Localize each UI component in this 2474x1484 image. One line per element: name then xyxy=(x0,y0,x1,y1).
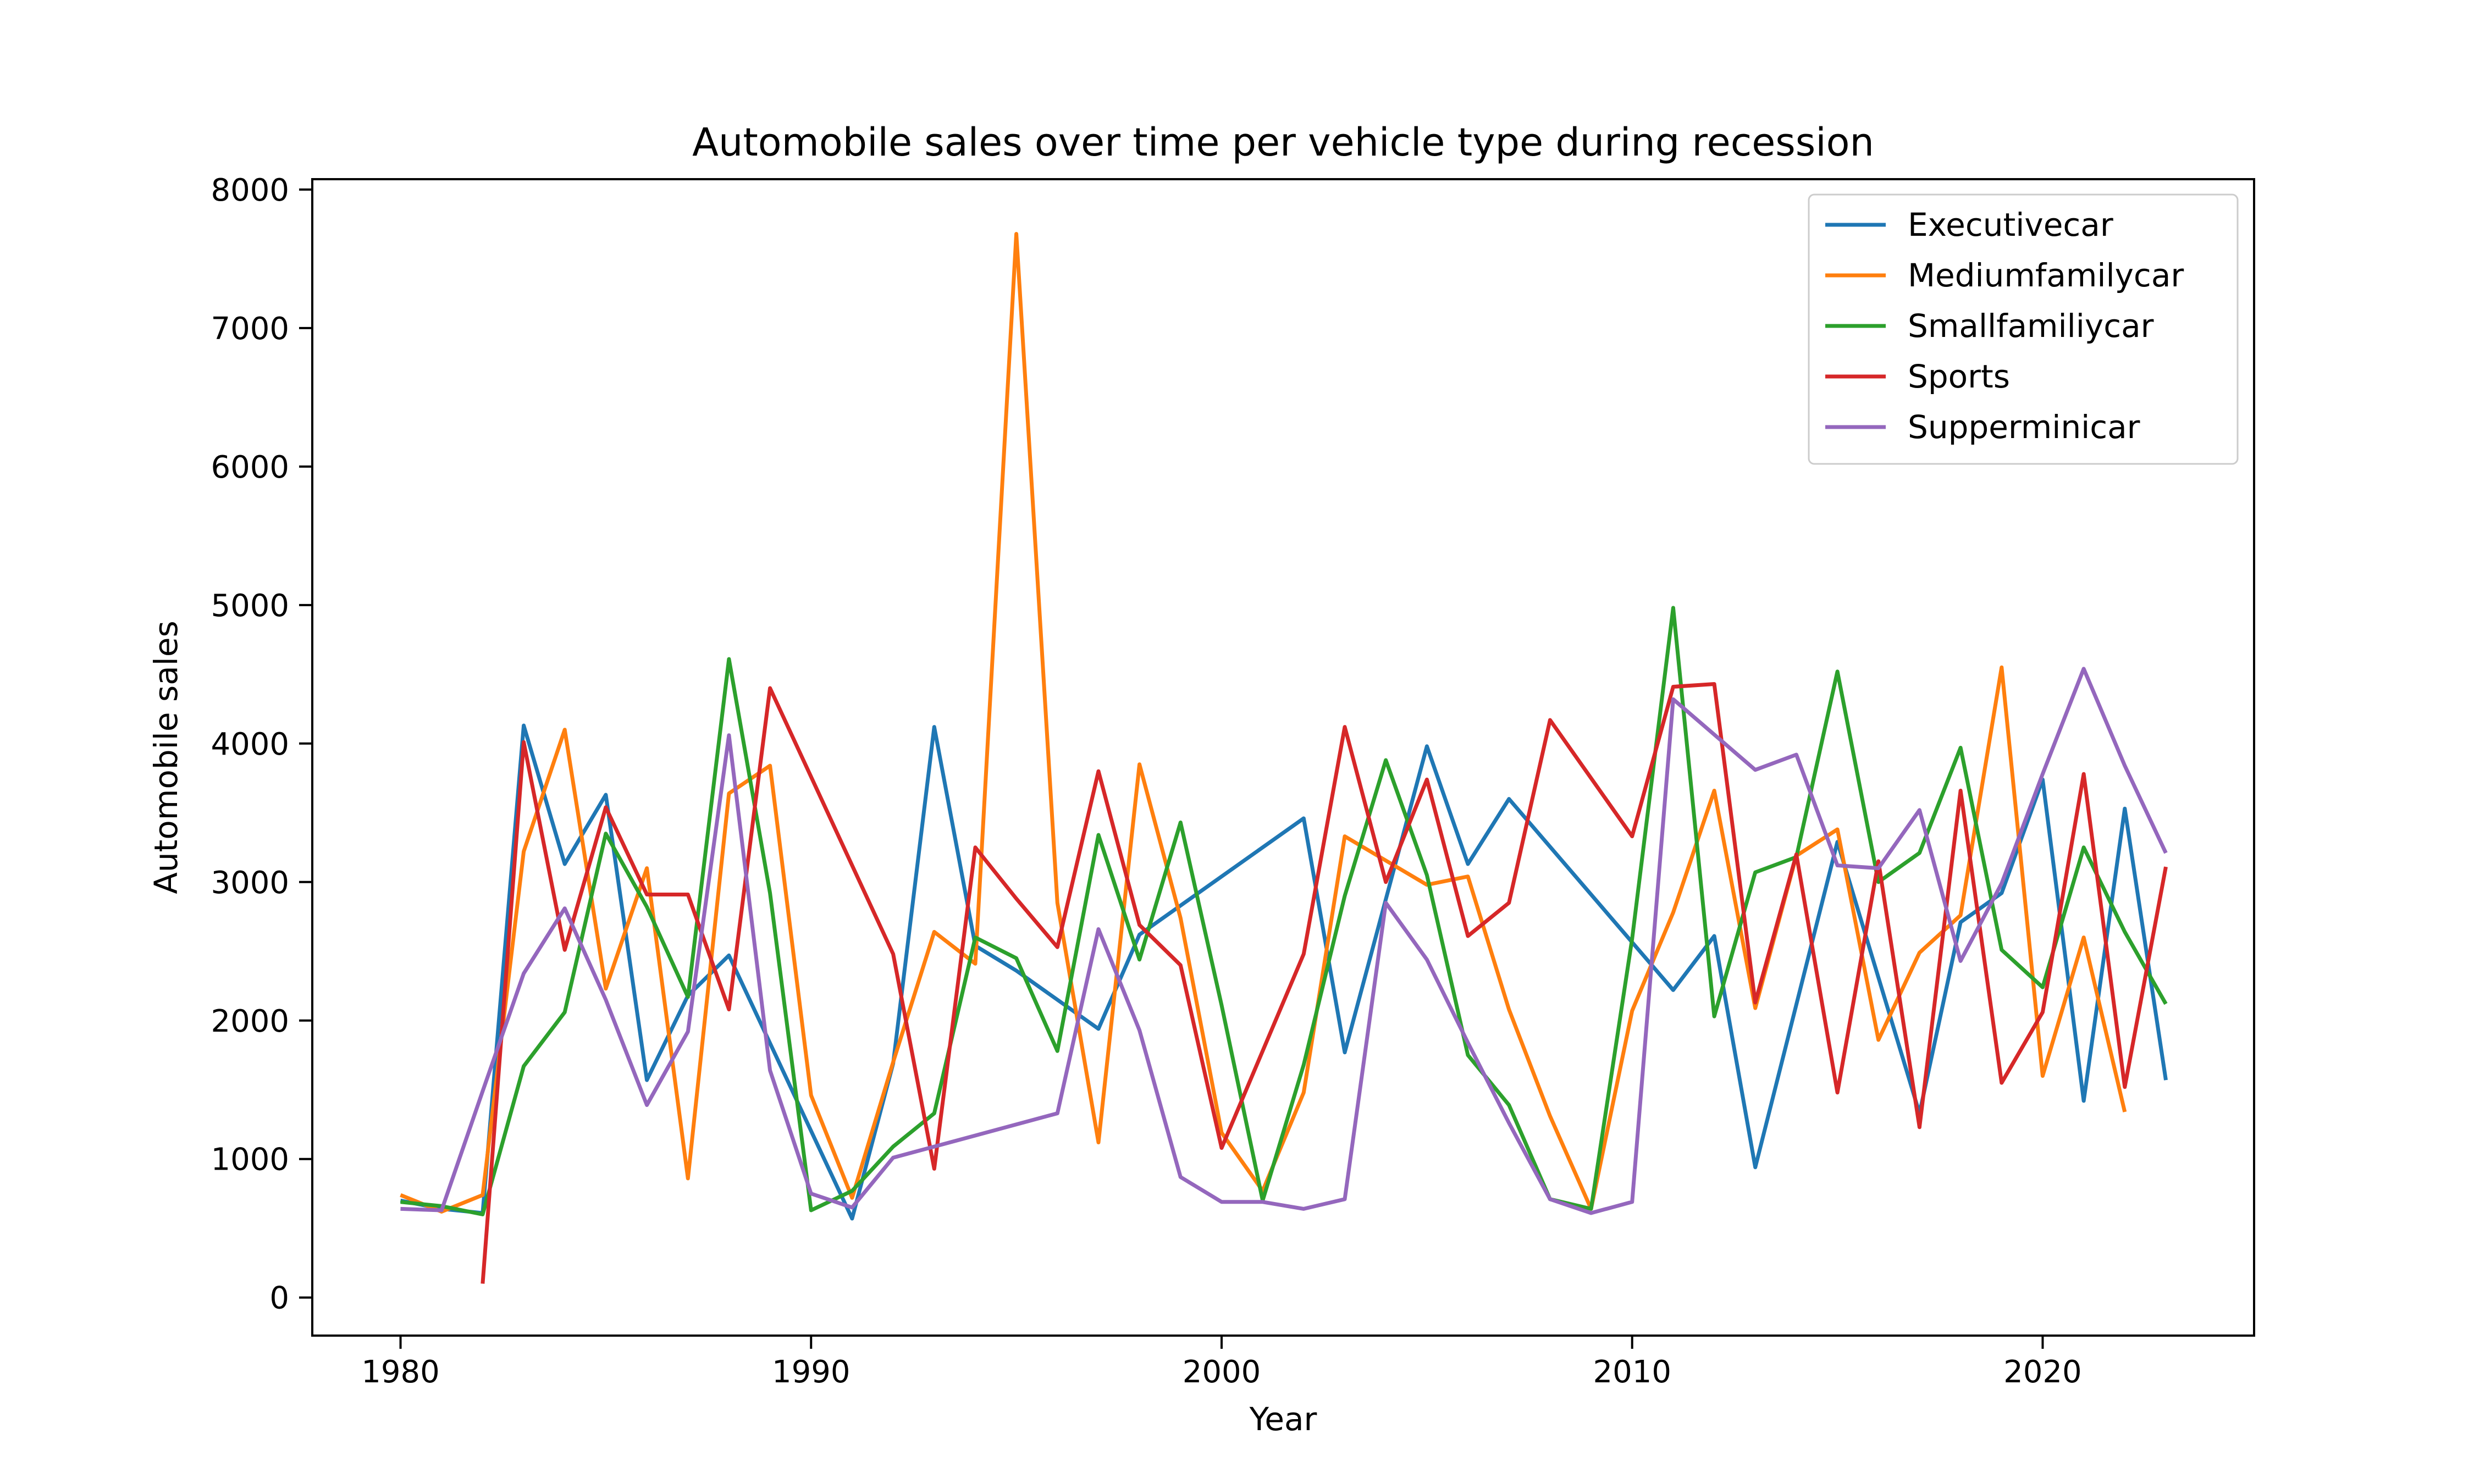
x-tick-label: 2010 xyxy=(1593,1354,1671,1390)
y-tick-label: 8000 xyxy=(211,173,289,208)
x-tick-label: 2020 xyxy=(2003,1354,2082,1390)
y-tick-label: 2000 xyxy=(211,1004,289,1039)
x-axis-label: Year xyxy=(1249,1400,1317,1438)
series-line-smallfamiliycar xyxy=(400,606,2168,1216)
y-tick-label: 6000 xyxy=(211,450,289,485)
x-tick-label: 1980 xyxy=(361,1354,440,1390)
legend-box xyxy=(1808,193,2239,465)
series-layer xyxy=(400,232,2168,1284)
legend-label-sports: Sports xyxy=(1908,358,2010,395)
chart-title: Automobile sales over time per vehicle t… xyxy=(692,120,1874,165)
y-tick-label: 0 xyxy=(269,1281,289,1316)
legend-label-mediumfamilycar: Mediumfamilycar xyxy=(1908,257,2184,294)
y-tick-label: 1000 xyxy=(211,1142,289,1178)
y-axis-ticks: 0 1000 2000 3000 4000 5000 6000 7000 8000 xyxy=(211,173,312,1316)
y-axis-label: Automobile sales xyxy=(147,621,185,894)
y-tick-label: 7000 xyxy=(211,311,289,347)
x-axis-ticks: 1980 1990 2000 2010 2020 xyxy=(361,1336,2082,1390)
legend: Executivecar Mediumfamilycar Smallfamiliyc… xyxy=(1808,193,2239,465)
series-line-supperminicar xyxy=(400,667,2168,1215)
x-tick-label: 1990 xyxy=(772,1354,851,1390)
legend-label-smallfamiliycar: Smallfamiliycar xyxy=(1908,307,2154,345)
y-tick-label: 4000 xyxy=(211,727,289,762)
x-tick-label: 2000 xyxy=(1183,1354,1261,1390)
plot-frame xyxy=(311,178,2255,1337)
y-tick-label: 5000 xyxy=(211,588,289,624)
series-line-sports xyxy=(481,682,2168,1284)
legend-label-executivecar: Executivecar xyxy=(1908,206,2113,243)
legend-label-supperminicar: Supperminicar xyxy=(1908,408,2140,446)
y-tick-label: 3000 xyxy=(211,865,289,901)
